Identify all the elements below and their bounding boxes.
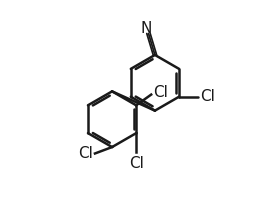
- Text: Cl: Cl: [129, 156, 144, 171]
- Text: Cl: Cl: [201, 89, 215, 104]
- Text: Cl: Cl: [153, 85, 168, 100]
- Text: Cl: Cl: [78, 146, 93, 161]
- Text: N: N: [141, 21, 152, 36]
